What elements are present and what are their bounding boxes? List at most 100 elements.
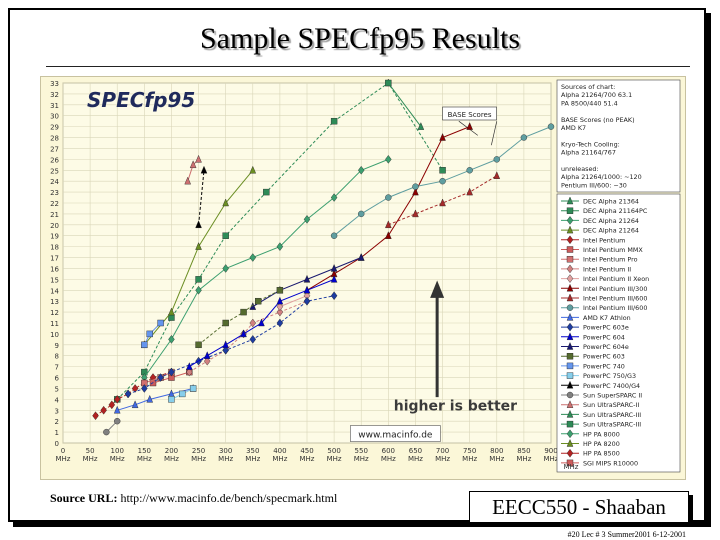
y-tick-label: 24 [50, 178, 59, 186]
legend-swatch-point [566, 400, 574, 408]
legend-label: Sun UltraSPARC-II [583, 401, 639, 409]
legend-label: Intel Pentium Pro [583, 256, 638, 264]
series-amd-k7-athlon-point [466, 167, 473, 174]
series-intel-pentium-line [95, 371, 172, 417]
series-powerpc-750-point [258, 318, 265, 327]
series-powerpc-7400-g4-point [357, 253, 365, 261]
series-intel-pentium-iii-600-point [412, 209, 419, 218]
y-tick-label: 2 [55, 418, 59, 426]
better-annotation: higher is better [394, 398, 517, 414]
watermark-box [350, 425, 441, 442]
legend-swatch-point [566, 438, 574, 447]
x-tick-label: 250 MHz [191, 447, 206, 463]
legend-label: Intel Pentium III/600 [583, 304, 647, 312]
series-intel-pentium-ii-xeon-line [279, 295, 308, 308]
series-sun-ultrasparc-ii-point [254, 297, 262, 305]
series-intel-pentium-ii-point [276, 307, 284, 317]
series-powerpc-750-point [203, 351, 211, 359]
legend-label: HP PA 8200 [583, 440, 620, 448]
y-tick-label: 9 [55, 342, 59, 350]
series-dec-alpha-21264pc-point [263, 188, 270, 196]
x-axis-label: MHz [564, 463, 579, 471]
legend-label: PowerPC 750/G3 [583, 372, 636, 380]
legend-swatch-point [566, 448, 574, 458]
series-intel-pentium-point [113, 395, 121, 404]
legend-label: PowerPC 604e [583, 343, 629, 351]
source-url: http://www.macinfo.de/bench/specmark.htm… [120, 491, 338, 505]
legend-swatch-point [566, 225, 574, 234]
series-hp-pa-8200-point [168, 396, 175, 403]
title-divider [46, 66, 690, 67]
slide-footer: #20 Lec # 3 Summer2001 6-12-2001 [567, 530, 686, 539]
legend-label: Intel Pentium II Xeon [583, 275, 649, 283]
y-tick-label: 7 [55, 364, 59, 372]
series-powerpc-601-point [195, 154, 202, 163]
series-intel-pentium-iii-600-point [493, 171, 501, 179]
legend-swatch-point [566, 380, 574, 389]
legend-label: Sun UltraSPARC-III [583, 421, 641, 429]
series-powerpc-750-point [303, 285, 311, 294]
y-tick-label: 10 [50, 331, 59, 339]
series-intel-pentium-ii-point [249, 318, 257, 328]
y-tick-label: 3 [55, 407, 59, 415]
legend-label: PowerPC 603 [583, 353, 625, 361]
series-powerpc-604-point [157, 373, 164, 382]
legend-swatch-point [566, 341, 574, 350]
y-tick-label: 20 [50, 222, 59, 230]
legend-label: Intel Pentium III/600 [583, 295, 647, 303]
series-intel-pentium-ii-xeon-point [276, 302, 284, 311]
legend-swatch-point [566, 255, 574, 263]
y-tick-label: 8 [55, 353, 59, 361]
series-dec-alpha-21164pc-point [249, 253, 257, 262]
series-intel-pentium-ii-point [203, 356, 211, 366]
series-hp-pa-8200-point [189, 385, 197, 392]
series-intel-pentium-point [108, 400, 116, 410]
series-amd-k7-athlon-point [330, 232, 338, 239]
series-powerpc-7400-g4-point [330, 263, 338, 272]
legend-label: PowerPC 603e [583, 324, 629, 332]
series-dec-alpha-21164pc-line [143, 158, 389, 378]
series-dec-alpha-21164pc-point [276, 242, 284, 251]
y-tick-label: 17 [50, 255, 59, 263]
series-hp-pa-8000-point [146, 330, 153, 338]
legend-label: DEC Alpha 21264 [583, 217, 639, 225]
x-tick-label: 850 MHz [516, 447, 531, 463]
series-hp-pa-8200-point [179, 390, 186, 398]
chart-panel: 0 1 2 3 4 5 6 7 8 9 10 11 12 13 14 15 16 17 18 19 20 21 22 23 24… [40, 76, 686, 480]
series-dec-alpha-21264-point [249, 165, 257, 174]
series-hp-pa-8000-point [141, 341, 148, 349]
info-box-line: unreleased: [561, 165, 599, 173]
legend-label: Intel Pentium [583, 236, 625, 244]
series-intel-pentium-point [100, 405, 107, 415]
series-powerpc-604-point [276, 318, 284, 328]
series-powerpc-604-point [303, 296, 311, 306]
legend-swatch-point [566, 372, 574, 379]
legend-swatch-point [566, 409, 574, 418]
x-tick-label: 150 MHz [137, 447, 152, 463]
series-powerpc-604-point [141, 384, 148, 393]
legend-label: HP PA 8000 [583, 430, 620, 438]
legend-swatch-point [566, 304, 574, 311]
legend-swatch-point [566, 429, 574, 439]
legend-swatch-point [566, 196, 574, 205]
legend-label: DEC Alpha 21264 [583, 227, 639, 235]
info-box-line: Pentium III/600: ~30 [561, 181, 627, 189]
legend-swatch-point [566, 216, 574, 225]
series-amd-k7-athlon-point [385, 194, 392, 201]
series-powerpc-750-point [330, 274, 338, 283]
series-powerpc-604-point [330, 291, 338, 301]
series-powerpc-604-line [127, 295, 335, 395]
x-tick-label: 300 MHz [218, 447, 233, 463]
legend-swatch-point [566, 353, 574, 360]
series-powerpc-604-point [124, 389, 132, 399]
y-tick-label: 21 [50, 211, 59, 219]
legend-swatch-point [566, 362, 574, 370]
legend-label: PowerPC 740 [583, 362, 625, 370]
legend-swatch-point [566, 274, 574, 283]
series-intel-pentium-iii-300-point [385, 231, 392, 239]
series-intel-pentium-iii-600-point [385, 220, 392, 229]
series-sun-ultrasparc-ii-point [276, 287, 284, 294]
series-intel-pentium-point [131, 384, 139, 393]
x-tick-label: 550 MHz [354, 447, 369, 463]
series-intel-pentium-point [92, 411, 99, 421]
